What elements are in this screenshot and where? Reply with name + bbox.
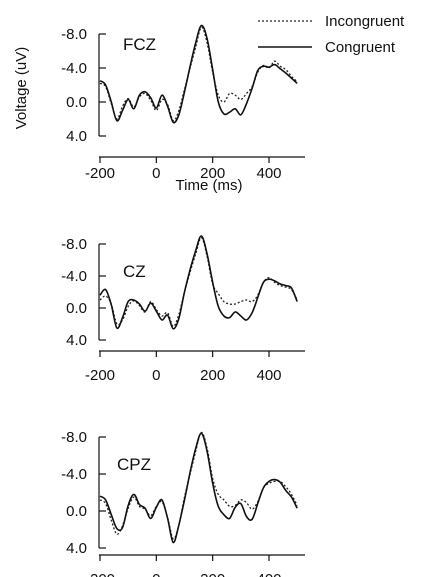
y-tick-label: -4.0 [61, 268, 87, 285]
y-tick-label: -4.0 [61, 60, 87, 77]
channel-label: CPZ [117, 455, 151, 474]
panel-cz: CZ -8.0 -4.0 0.0 4.0 -200 0 200 400 [61, 235, 305, 384]
panel-cpz: CPZ -8.0 -4.0 0.0 4.0 -200 0 200 400 [61, 429, 305, 577]
y-tick-label: 4.0 [66, 128, 87, 145]
y-tick-label: 0.0 [66, 94, 87, 111]
y-tick-label: 4.0 [66, 540, 87, 557]
series-line-congruent [99, 24, 298, 124]
x-tick-label: 0 [152, 367, 160, 384]
y-axis-title: Voltage (uV) [13, 47, 30, 130]
series-line-incongruent [99, 236, 298, 328]
series-line-congruent [99, 235, 298, 330]
x-tick-label: 400 [256, 165, 281, 182]
x-tick-label: 200 [200, 571, 225, 577]
panel-fcz: FCZ Voltage (uV) Time (ms) -8.0 -4.0 0.0 4.… [13, 24, 305, 194]
channel-label: FCZ [123, 35, 156, 54]
y-tick-label: -8.0 [61, 429, 87, 446]
x-tick-label: 200 [200, 367, 225, 384]
x-tick-label: -200 [85, 165, 115, 182]
series-line-congruent [99, 432, 298, 544]
y-tick-label: -8.0 [61, 26, 87, 43]
x-axis-title: Time (ms) [176, 177, 243, 194]
y-tick-label: -4.0 [61, 466, 87, 483]
x-tick-label: -200 [85, 367, 115, 384]
y-tick-label: -8.0 [61, 236, 87, 253]
x-tick-label: 200 [200, 165, 225, 182]
x-tick-label: 0 [152, 571, 160, 577]
channel-label: CZ [123, 262, 146, 281]
series-line-incongruent [99, 431, 298, 540]
legend: Incongruent Congruent [258, 13, 405, 56]
x-tick-label: -200 [85, 571, 115, 577]
x-tick-label: 400 [256, 571, 281, 577]
x-tick-label: 400 [256, 367, 281, 384]
legend-incongruent-label: Incongruent [325, 13, 405, 30]
x-tick-label: 0 [152, 165, 160, 182]
legend-congruent-label: Congruent [325, 39, 396, 56]
y-tick-label: 4.0 [66, 332, 87, 349]
y-tick-label: 0.0 [66, 503, 87, 520]
y-tick-label: 0.0 [66, 300, 87, 317]
